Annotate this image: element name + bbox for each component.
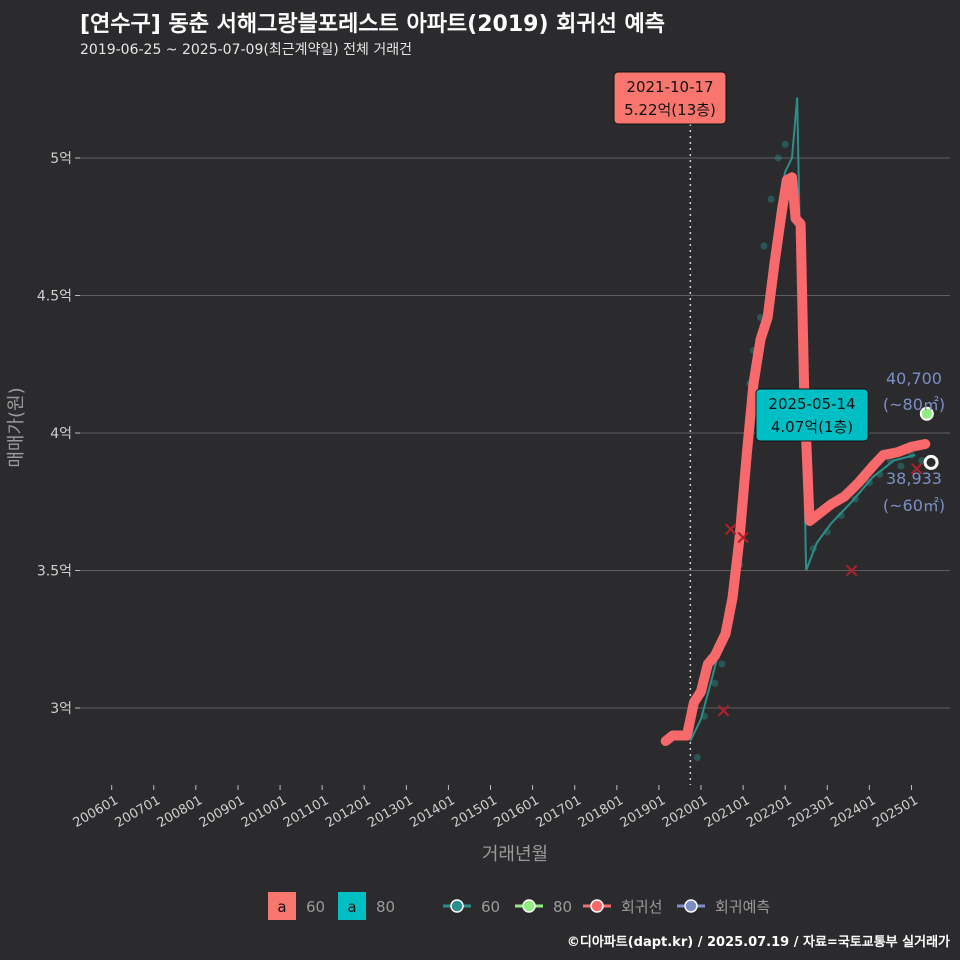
x-tick-label: 202001 <box>660 793 710 831</box>
forecast-80-value: 40,700 <box>886 369 942 388</box>
x-tick-label: 200601 <box>71 793 121 831</box>
scatter-point-60 <box>767 195 775 203</box>
x-tick-label: 201001 <box>239 793 289 831</box>
x-tick-label: 200701 <box>113 793 163 831</box>
legend-fill-swatch <box>268 892 296 920</box>
forecast-point-60 <box>923 454 939 470</box>
scatter-point-60 <box>718 660 726 668</box>
cancel-x-marker <box>724 523 737 535</box>
cancel-x-marker <box>717 705 730 717</box>
legend-fill-key: a <box>277 898 286 916</box>
x-tick-label: 201701 <box>534 793 584 831</box>
legend-fill-label: 60 <box>306 898 325 916</box>
forecast-60-area: (~60㎡) <box>883 496 945 515</box>
legend-point-swatch <box>522 899 536 913</box>
legend-fill-key: a <box>347 898 356 916</box>
legend-point-swatch <box>590 899 604 913</box>
x-tick-label: 201301 <box>365 793 415 831</box>
latest-price-label-price: 4.07억(1층) <box>771 418 853 436</box>
legend-line-label: 회귀예측 <box>715 898 770 916</box>
scatter-point-60 <box>774 154 782 162</box>
forecast-60-value: 38,933 <box>886 469 942 488</box>
y-tick-label: 4.5억 <box>37 289 72 305</box>
max-price-label-price: 5.22억(13층) <box>624 101 716 119</box>
x-tick-label: 200901 <box>197 793 247 831</box>
source-footer: ©디아파트(dapt.kr) / 2025.07.19 / 자료=국토교통부 실… <box>566 935 950 950</box>
cancel-x-marker <box>737 531 749 544</box>
latest-price-label-box <box>755 388 869 442</box>
legend-point-swatch <box>450 899 464 913</box>
cancel-x-marker <box>845 564 858 577</box>
y-tick-label: 5억 <box>50 151 72 167</box>
x-tick-label: 202301 <box>786 793 836 831</box>
cancel-x-marker <box>910 463 923 475</box>
x-tick-label: 201401 <box>407 793 457 831</box>
x-axis-title: 거래년월 <box>482 844 548 865</box>
x-tick-label: 201201 <box>323 793 373 831</box>
y-tick-label: 4억 <box>50 426 72 442</box>
x-tick-label: 202201 <box>744 793 794 831</box>
legend-line-label: 회귀선 <box>621 898 662 916</box>
legend-line-label: 80 <box>553 898 572 916</box>
x-tick-label: 201901 <box>618 793 668 831</box>
latest-price-label-date: 2025-05-14 <box>768 395 855 413</box>
legend-fill-swatch <box>338 892 366 920</box>
scatter-point-60 <box>711 679 719 687</box>
scatter-point-60 <box>693 754 701 761</box>
y-tick-label: 3억 <box>50 701 72 717</box>
y-axis-title: 매매가(원) <box>6 387 27 467</box>
max-price-label-box <box>613 71 727 125</box>
scatter-point-60 <box>781 140 789 148</box>
x-tick-label: 202501 <box>870 793 920 831</box>
x-tick-label: 202101 <box>702 793 752 831</box>
x-tick-label: 202401 <box>828 793 878 831</box>
scatter-point-60 <box>760 242 768 250</box>
x-tick-label: 201801 <box>576 793 626 831</box>
forecast-80-area: (~80㎡) <box>883 395 945 414</box>
x-tick-label: 201101 <box>281 793 331 831</box>
legend-line-label: 60 <box>481 898 500 916</box>
chart-title: [연수구] 동춘 서해그랑블포레스트 아파트(2019) 회귀선 예측 <box>80 12 666 37</box>
x-tick-label: 201601 <box>491 793 541 831</box>
scatter-point-60 <box>897 462 905 470</box>
regression-line <box>660 172 931 746</box>
x-tick-label: 201501 <box>449 793 499 831</box>
scatter-point-80 <box>919 406 934 421</box>
legend-fill-label: 80 <box>376 898 395 916</box>
x-tick-label: 200801 <box>155 793 205 831</box>
max-price-label-date: 2021-10-17 <box>626 78 713 96</box>
chart-subtitle: 2019-06-25 ~ 2025-07-09(최근계약일) 전체 거래건 <box>80 42 412 58</box>
legend-point-swatch <box>684 899 698 913</box>
y-tick-label: 3.5억 <box>37 564 72 580</box>
